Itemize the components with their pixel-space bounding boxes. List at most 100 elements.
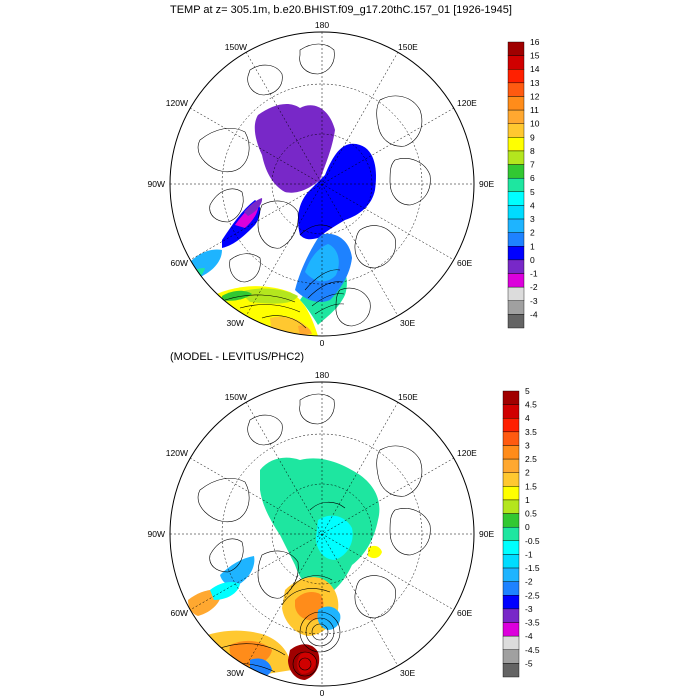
colorbar-bottom-swatch: [502, 390, 520, 405]
field-region-basin-cyan: [316, 515, 353, 560]
colorbar-top-swatch: [507, 96, 525, 111]
colorbar-bottom-tick-label: -3.5: [525, 618, 540, 628]
map-boundary-circle: [169, 31, 475, 337]
colorbar-top-tick-label: 8: [530, 146, 535, 156]
contour-lines: [224, 224, 345, 329]
colorbar-top-tick-label: 10: [530, 119, 540, 129]
colorbar-bottom-swatch: [502, 554, 520, 569]
colorbar-bottom-tick-label: 2.5: [525, 454, 537, 464]
field-region-labrador-blue: [220, 556, 255, 586]
lon-label-90W: 90W: [148, 179, 165, 189]
colorbar-top-tick-label: 4: [530, 200, 535, 210]
colorbar-bottom-swatch: [502, 486, 520, 501]
colorbar-top-swatch: [507, 137, 525, 152]
lon-label-180: 180: [315, 20, 329, 30]
lon-label-0-bottom: 0: [320, 688, 325, 698]
colorbar-top-swatch: [507, 55, 525, 70]
colorbar-bottom-tick-label: 3: [525, 440, 530, 450]
colorbar-bottom-tick-label: -3: [525, 604, 533, 614]
colorbar-top-tick-label: -2: [530, 282, 538, 292]
field-region-labrador-cyan: [210, 582, 240, 600]
lon-label-120W: 120W: [166, 98, 188, 108]
colorbar-top-swatch: [507, 82, 525, 97]
colorbar-bottom-swatch: [502, 622, 520, 637]
colorbar-bottom-swatch: [502, 526, 520, 542]
colorbar-top-tick-label: -1: [530, 269, 538, 279]
colorbar-top-tick-label: -4: [530, 309, 538, 319]
colorbar-top-swatch: [507, 41, 525, 56]
lon-label-30E-bottom: 30E: [400, 668, 415, 678]
colorbar-top-swatch: [507, 177, 525, 193]
colorbar-top-tick-label: 9: [530, 132, 535, 142]
field-region-atlantic-red: [297, 652, 316, 674]
field-region-canada-basin: [254, 104, 335, 193]
colorbar-bottom-tick-label: -0.5: [525, 536, 540, 546]
colorbar-bottom-tick-label: -4.5: [525, 645, 540, 655]
colorbar-bottom-tick-label: -1: [525, 549, 533, 559]
colorbar-top-swatch: [507, 69, 525, 84]
colorbar-bottom-swatch: [502, 499, 520, 514]
colorbar-bottom-tick-label: 0.5: [525, 509, 537, 519]
lon-label-90W-bottom: 90W: [148, 529, 165, 539]
colorbar-bottom-swatch: [502, 595, 520, 610]
colorbar-top-swatch: [507, 314, 525, 329]
colorbar-top-swatch: [507, 205, 525, 220]
field-region-nordic-3: [305, 244, 339, 282]
colorbar-top-swatch: [507, 191, 525, 206]
difference-map-panel: 180 150W 120W 90W 60W 30W 0 30E 60E 90E …: [148, 370, 495, 698]
difference-field: [188, 457, 382, 686]
colorbar-bottom-swatch: [502, 418, 520, 433]
colorbar-top-tick-label: 14: [530, 64, 540, 74]
graticule: [170, 32, 474, 336]
colorbar-top-swatch: [507, 273, 525, 288]
colorbar-top-tick-label: 13: [530, 78, 540, 88]
lon-label-90E-bottom: 90E: [479, 529, 494, 539]
colorbar-bottom-tick-label: 4.5: [525, 400, 537, 410]
field-region-arctic-blue: [298, 143, 377, 240]
map-title-temperature: TEMP at z= 305.1m, b.e20.BHIST.f09_g17.2…: [170, 4, 512, 16]
colorbar-top-swatch: [507, 218, 525, 233]
colorbar-bottom-tick-label: 5: [525, 386, 530, 396]
colorbar-bottom-tick-label: -2.5: [525, 590, 540, 600]
field-region-8: [240, 288, 298, 304]
lon-label-60W: 60W: [171, 258, 188, 268]
colorbar-bottom-tick-label: -1.5: [525, 563, 540, 573]
colorbar-top-swatch: [507, 286, 525, 301]
lon-label-0: 0: [320, 338, 325, 348]
colorbar-top-tick-label: 2: [530, 228, 535, 238]
lon-label-90E: 90E: [479, 179, 494, 189]
field-region-7: [222, 290, 252, 301]
colorbar-bottom-swatch: [502, 458, 520, 473]
colorbar-bottom-swatch: [502, 608, 520, 623]
colorbar-bottom-swatch: [502, 431, 520, 446]
colorbar-bottom-tick-label: 2: [525, 468, 530, 478]
lon-label-150E: 150E: [398, 42, 418, 52]
colorbar-bottom-tick-label: 3.5: [525, 427, 537, 437]
colorbar-top-tick-label: 15: [530, 51, 540, 61]
lon-label-150E-bottom: 150E: [398, 392, 418, 402]
colorbar-bottom-tick-label: 0: [525, 522, 530, 532]
coastlines: [197, 43, 431, 327]
colorbar-bottom-swatch: [502, 472, 520, 487]
lon-label-150W: 150W: [225, 42, 247, 52]
colorbar-bottom-swatch: [502, 581, 520, 596]
colorbar-bottom-swatch: [502, 635, 520, 650]
lon-label-60E-bottom: 60E: [457, 608, 472, 618]
colorbar-difference: 5 4.5 4 3.5 3 2.5 2 1.5 1 0.5 0 -0.5 -1 -1.5 -2 -2.5 -3 -…: [502, 386, 540, 678]
lon-label-30W: 30W: [227, 318, 244, 328]
colorbar-top-swatch: [507, 150, 525, 165]
field-region-baffin-purple: [244, 198, 263, 216]
colorbar-bottom-swatch: [502, 649, 520, 664]
colorbar-top-swatch: [507, 232, 525, 247]
colorbar-bottom-tick-label: 1.5: [525, 481, 537, 491]
colorbar-bottom-swatch: [502, 404, 520, 419]
colorbar-top-tick-label: 7: [530, 160, 535, 170]
colorbar-bottom-swatch: [502, 663, 520, 678]
colorbar-bottom-swatch: [502, 513, 520, 528]
colorbar-top-swatch: [507, 109, 525, 124]
colorbar-top-tick-label: 6: [530, 173, 535, 183]
coastlines-bottom: [197, 393, 431, 619]
colorbar-bottom-tick-label: -2: [525, 577, 533, 587]
